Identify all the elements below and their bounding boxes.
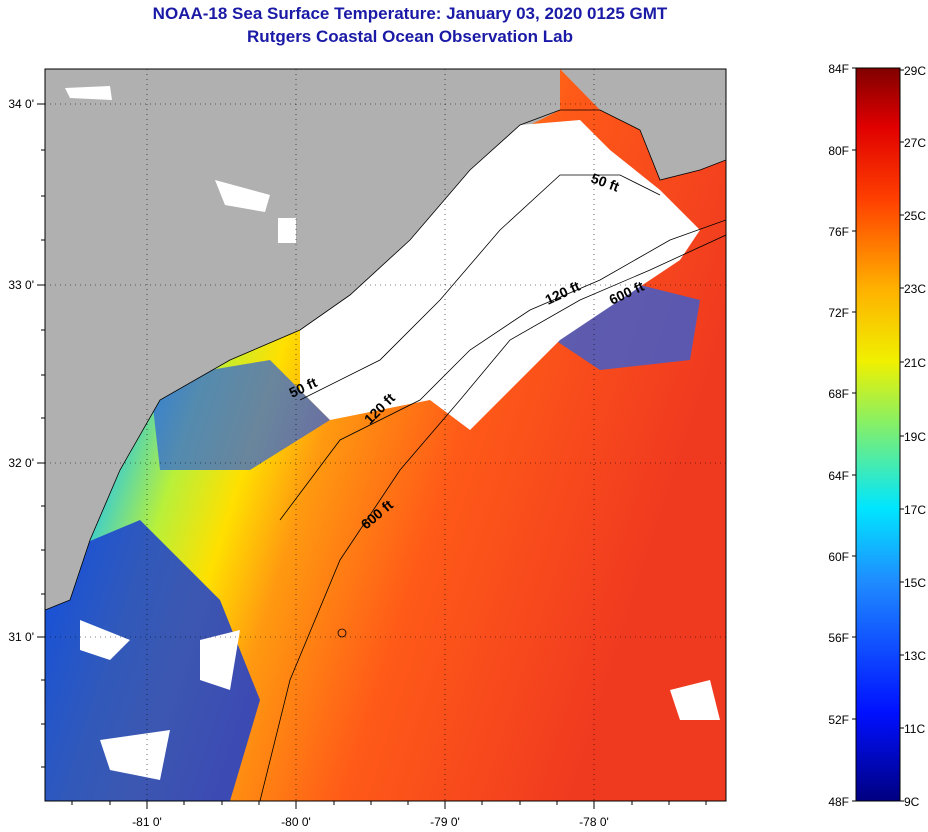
lat-label: 33 0'	[8, 278, 34, 292]
colorbar-f-label: 64F	[828, 469, 849, 483]
colorbar-f-label: 56F	[828, 631, 849, 645]
land	[45, 69, 726, 610]
axis-ticks	[37, 103, 707, 809]
colorbar-c-label: 13C	[904, 649, 926, 663]
lon-label: -78 0'	[579, 815, 609, 829]
map-frame	[44, 68, 727, 802]
colorbar-f-label: 72F	[828, 306, 849, 320]
contour-50ft	[299, 174, 661, 401]
colorbar-f-label: 52F	[828, 713, 849, 727]
contour-600ft	[259, 234, 726, 801]
colorbar-f-label: 68F	[828, 387, 849, 401]
colorbar-c-label: 15C	[904, 576, 926, 590]
colorbar-c-label: 23C	[904, 282, 926, 296]
map-title: NOAA-18 Sea Surface Temperature: January…	[152, 4, 668, 23]
colorbar-f-label: 76F	[828, 225, 849, 239]
colorbar-c-label: 29C	[904, 64, 926, 78]
colorbar-c-label: 21C	[904, 356, 926, 370]
colorbar: 84F 80F 76F 72F 68F 64F 60F 56F 52F 48F …	[828, 62, 926, 809]
lat-label: 31 0'	[8, 630, 34, 644]
cloud-mask	[300, 120, 700, 430]
colorbar-c-label: 17C	[904, 503, 926, 517]
colorbar-c-label: 11C	[904, 722, 925, 736]
graticule	[45, 69, 726, 801]
colorbar-f-label: 80F	[828, 144, 849, 158]
colorbar-scale	[855, 67, 901, 802]
colorbar-c-label: 27C	[904, 136, 926, 150]
colorbar-c-label: 19C	[904, 430, 926, 444]
map-area	[45, 69, 726, 801]
colorbar-c-label: 25C	[904, 209, 926, 223]
contour-120ft	[279, 219, 726, 521]
colorbar-f-label: 60F	[828, 550, 849, 564]
lon-label: -79 0'	[430, 815, 460, 829]
lon-label: -81 0'	[132, 815, 162, 829]
lon-label: -80 0'	[281, 815, 311, 829]
colorbar-f-label: 84F	[828, 62, 849, 76]
colorbar-c-label: 9C	[904, 795, 920, 809]
lat-label: 34 0'	[8, 97, 34, 111]
map-subtitle: Rutgers Coastal Ocean Observation Lab	[247, 27, 573, 46]
lat-label: 32 0'	[8, 456, 34, 470]
colorbar-f-label: 48F	[828, 795, 849, 809]
coastline	[45, 109, 726, 611]
